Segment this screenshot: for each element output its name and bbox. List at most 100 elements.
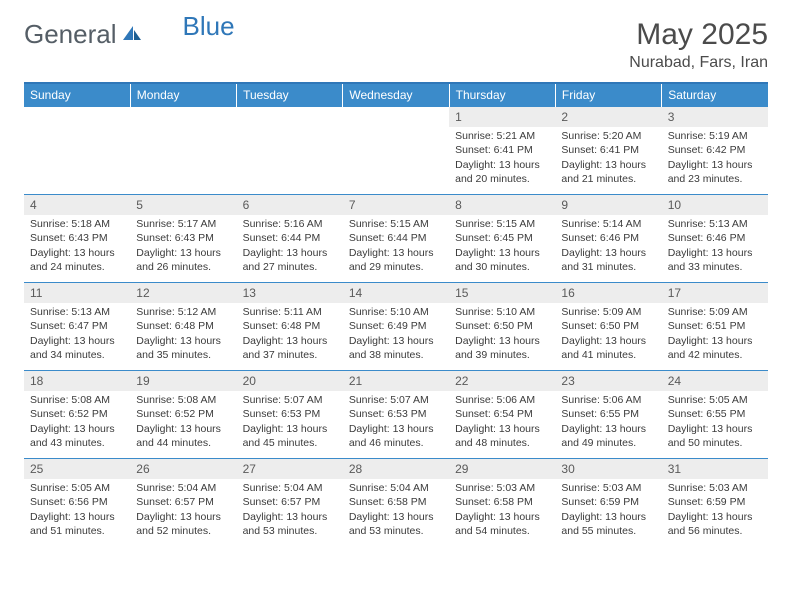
day-number: 8 <box>449 195 555 215</box>
day-body: Sunrise: 5:04 AMSunset: 6:57 PMDaylight:… <box>130 479 236 542</box>
day-cell: 15Sunrise: 5:10 AMSunset: 6:50 PMDayligh… <box>449 283 555 371</box>
sunset-line: Sunset: 6:53 PM <box>349 407 443 421</box>
daylight-line: Daylight: 13 hours and 24 minutes. <box>30 246 124 274</box>
location-label: Nurabad, Fars, Iran <box>629 54 768 72</box>
sunset-line: Sunset: 6:58 PM <box>349 495 443 509</box>
sunrise-line: Sunrise: 5:21 AM <box>455 129 549 143</box>
sunrise-line: Sunrise: 5:04 AM <box>136 481 230 495</box>
day-body: Sunrise: 5:11 AMSunset: 6:48 PMDaylight:… <box>237 303 343 366</box>
daylight-line: Daylight: 13 hours and 53 minutes. <box>349 510 443 538</box>
weekday-header: Sunday <box>24 83 130 107</box>
day-body: Sunrise: 5:03 AMSunset: 6:58 PMDaylight:… <box>449 479 555 542</box>
weekday-header: Saturday <box>662 83 768 107</box>
daylight-line: Daylight: 13 hours and 27 minutes. <box>243 246 337 274</box>
day-cell: 10Sunrise: 5:13 AMSunset: 6:46 PMDayligh… <box>662 195 768 283</box>
sunset-line: Sunset: 6:44 PM <box>243 231 337 245</box>
day-body: Sunrise: 5:04 AMSunset: 6:58 PMDaylight:… <box>343 479 449 542</box>
day-cell: 25Sunrise: 5:05 AMSunset: 6:56 PMDayligh… <box>24 459 130 547</box>
logo: General Blue <box>24 18 235 51</box>
daylight-line: Daylight: 13 hours and 29 minutes. <box>349 246 443 274</box>
daylight-line: Daylight: 13 hours and 33 minutes. <box>668 246 762 274</box>
calendar-body: 1Sunrise: 5:21 AMSunset: 6:41 PMDaylight… <box>24 107 768 547</box>
sunset-line: Sunset: 6:59 PM <box>561 495 655 509</box>
day-cell: 29Sunrise: 5:03 AMSunset: 6:58 PMDayligh… <box>449 459 555 547</box>
daylight-line: Daylight: 13 hours and 52 minutes. <box>136 510 230 538</box>
calendar-row: 4Sunrise: 5:18 AMSunset: 6:43 PMDaylight… <box>24 195 768 283</box>
day-body: Sunrise: 5:04 AMSunset: 6:57 PMDaylight:… <box>237 479 343 542</box>
day-number: 26 <box>130 459 236 479</box>
day-cell: 6Sunrise: 5:16 AMSunset: 6:44 PMDaylight… <box>237 195 343 283</box>
day-number: 28 <box>343 459 449 479</box>
day-body: Sunrise: 5:19 AMSunset: 6:42 PMDaylight:… <box>662 127 768 190</box>
daylight-line: Daylight: 13 hours and 21 minutes. <box>561 158 655 186</box>
daylight-line: Daylight: 13 hours and 46 minutes. <box>349 422 443 450</box>
day-body: Sunrise: 5:15 AMSunset: 6:45 PMDaylight:… <box>449 215 555 278</box>
day-body: Sunrise: 5:16 AMSunset: 6:44 PMDaylight:… <box>237 215 343 278</box>
sunrise-line: Sunrise: 5:04 AM <box>349 481 443 495</box>
day-body: Sunrise: 5:09 AMSunset: 6:50 PMDaylight:… <box>555 303 661 366</box>
day-body: Sunrise: 5:05 AMSunset: 6:55 PMDaylight:… <box>662 391 768 454</box>
empty-cell <box>24 107 130 195</box>
calendar-row: 1Sunrise: 5:21 AMSunset: 6:41 PMDaylight… <box>24 107 768 195</box>
day-body: Sunrise: 5:20 AMSunset: 6:41 PMDaylight:… <box>555 127 661 190</box>
calendar-row: 18Sunrise: 5:08 AMSunset: 6:52 PMDayligh… <box>24 371 768 459</box>
day-body: Sunrise: 5:17 AMSunset: 6:43 PMDaylight:… <box>130 215 236 278</box>
day-cell: 14Sunrise: 5:10 AMSunset: 6:49 PMDayligh… <box>343 283 449 371</box>
sunrise-line: Sunrise: 5:19 AM <box>668 129 762 143</box>
sunrise-line: Sunrise: 5:05 AM <box>668 393 762 407</box>
day-number: 25 <box>24 459 130 479</box>
weekday-header: Monday <box>130 83 236 107</box>
day-body: Sunrise: 5:10 AMSunset: 6:50 PMDaylight:… <box>449 303 555 366</box>
daylight-line: Daylight: 13 hours and 39 minutes. <box>455 334 549 362</box>
sunrise-line: Sunrise: 5:10 AM <box>455 305 549 319</box>
sunrise-line: Sunrise: 5:07 AM <box>349 393 443 407</box>
day-body: Sunrise: 5:03 AMSunset: 6:59 PMDaylight:… <box>662 479 768 542</box>
empty-cell <box>343 107 449 195</box>
daylight-line: Daylight: 13 hours and 55 minutes. <box>561 510 655 538</box>
header: General Blue May 2025 Nurabad, Fars, Ira… <box>24 18 768 72</box>
day-cell: 24Sunrise: 5:05 AMSunset: 6:55 PMDayligh… <box>662 371 768 459</box>
day-cell: 9Sunrise: 5:14 AMSunset: 6:46 PMDaylight… <box>555 195 661 283</box>
empty-cell <box>237 107 343 195</box>
day-cell: 4Sunrise: 5:18 AMSunset: 6:43 PMDaylight… <box>24 195 130 283</box>
sunset-line: Sunset: 6:47 PM <box>30 319 124 333</box>
sunset-line: Sunset: 6:49 PM <box>349 319 443 333</box>
calendar-row: 25Sunrise: 5:05 AMSunset: 6:56 PMDayligh… <box>24 459 768 547</box>
day-number: 3 <box>662 107 768 127</box>
day-cell: 12Sunrise: 5:12 AMSunset: 6:48 PMDayligh… <box>130 283 236 371</box>
day-cell: 27Sunrise: 5:04 AMSunset: 6:57 PMDayligh… <box>237 459 343 547</box>
sunset-line: Sunset: 6:54 PM <box>455 407 549 421</box>
sunset-line: Sunset: 6:48 PM <box>136 319 230 333</box>
day-body: Sunrise: 5:15 AMSunset: 6:44 PMDaylight:… <box>343 215 449 278</box>
sunset-line: Sunset: 6:48 PM <box>243 319 337 333</box>
day-cell: 5Sunrise: 5:17 AMSunset: 6:43 PMDaylight… <box>130 195 236 283</box>
day-body: Sunrise: 5:10 AMSunset: 6:49 PMDaylight:… <box>343 303 449 366</box>
day-cell: 2Sunrise: 5:20 AMSunset: 6:41 PMDaylight… <box>555 107 661 195</box>
daylight-line: Daylight: 13 hours and 31 minutes. <box>561 246 655 274</box>
sunrise-line: Sunrise: 5:08 AM <box>136 393 230 407</box>
sunset-line: Sunset: 6:59 PM <box>668 495 762 509</box>
sunrise-line: Sunrise: 5:03 AM <box>668 481 762 495</box>
daylight-line: Daylight: 13 hours and 43 minutes. <box>30 422 124 450</box>
daylight-line: Daylight: 13 hours and 37 minutes. <box>243 334 337 362</box>
day-number: 5 <box>130 195 236 215</box>
sunrise-line: Sunrise: 5:13 AM <box>668 217 762 231</box>
sunrise-line: Sunrise: 5:09 AM <box>561 305 655 319</box>
day-cell: 20Sunrise: 5:07 AMSunset: 6:53 PMDayligh… <box>237 371 343 459</box>
day-number: 31 <box>662 459 768 479</box>
day-number: 16 <box>555 283 661 303</box>
sail-icon <box>121 18 143 49</box>
daylight-line: Daylight: 13 hours and 42 minutes. <box>668 334 762 362</box>
day-body: Sunrise: 5:18 AMSunset: 6:43 PMDaylight:… <box>24 215 130 278</box>
day-cell: 1Sunrise: 5:21 AMSunset: 6:41 PMDaylight… <box>449 107 555 195</box>
sunset-line: Sunset: 6:57 PM <box>136 495 230 509</box>
logo-text-blue: Blue <box>183 11 235 42</box>
daylight-line: Daylight: 13 hours and 35 minutes. <box>136 334 230 362</box>
daylight-line: Daylight: 13 hours and 45 minutes. <box>243 422 337 450</box>
title-block: May 2025 Nurabad, Fars, Iran <box>629 18 768 72</box>
sunrise-line: Sunrise: 5:03 AM <box>455 481 549 495</box>
daylight-line: Daylight: 13 hours and 23 minutes. <box>668 158 762 186</box>
day-number: 24 <box>662 371 768 391</box>
sunset-line: Sunset: 6:46 PM <box>561 231 655 245</box>
sunset-line: Sunset: 6:52 PM <box>30 407 124 421</box>
